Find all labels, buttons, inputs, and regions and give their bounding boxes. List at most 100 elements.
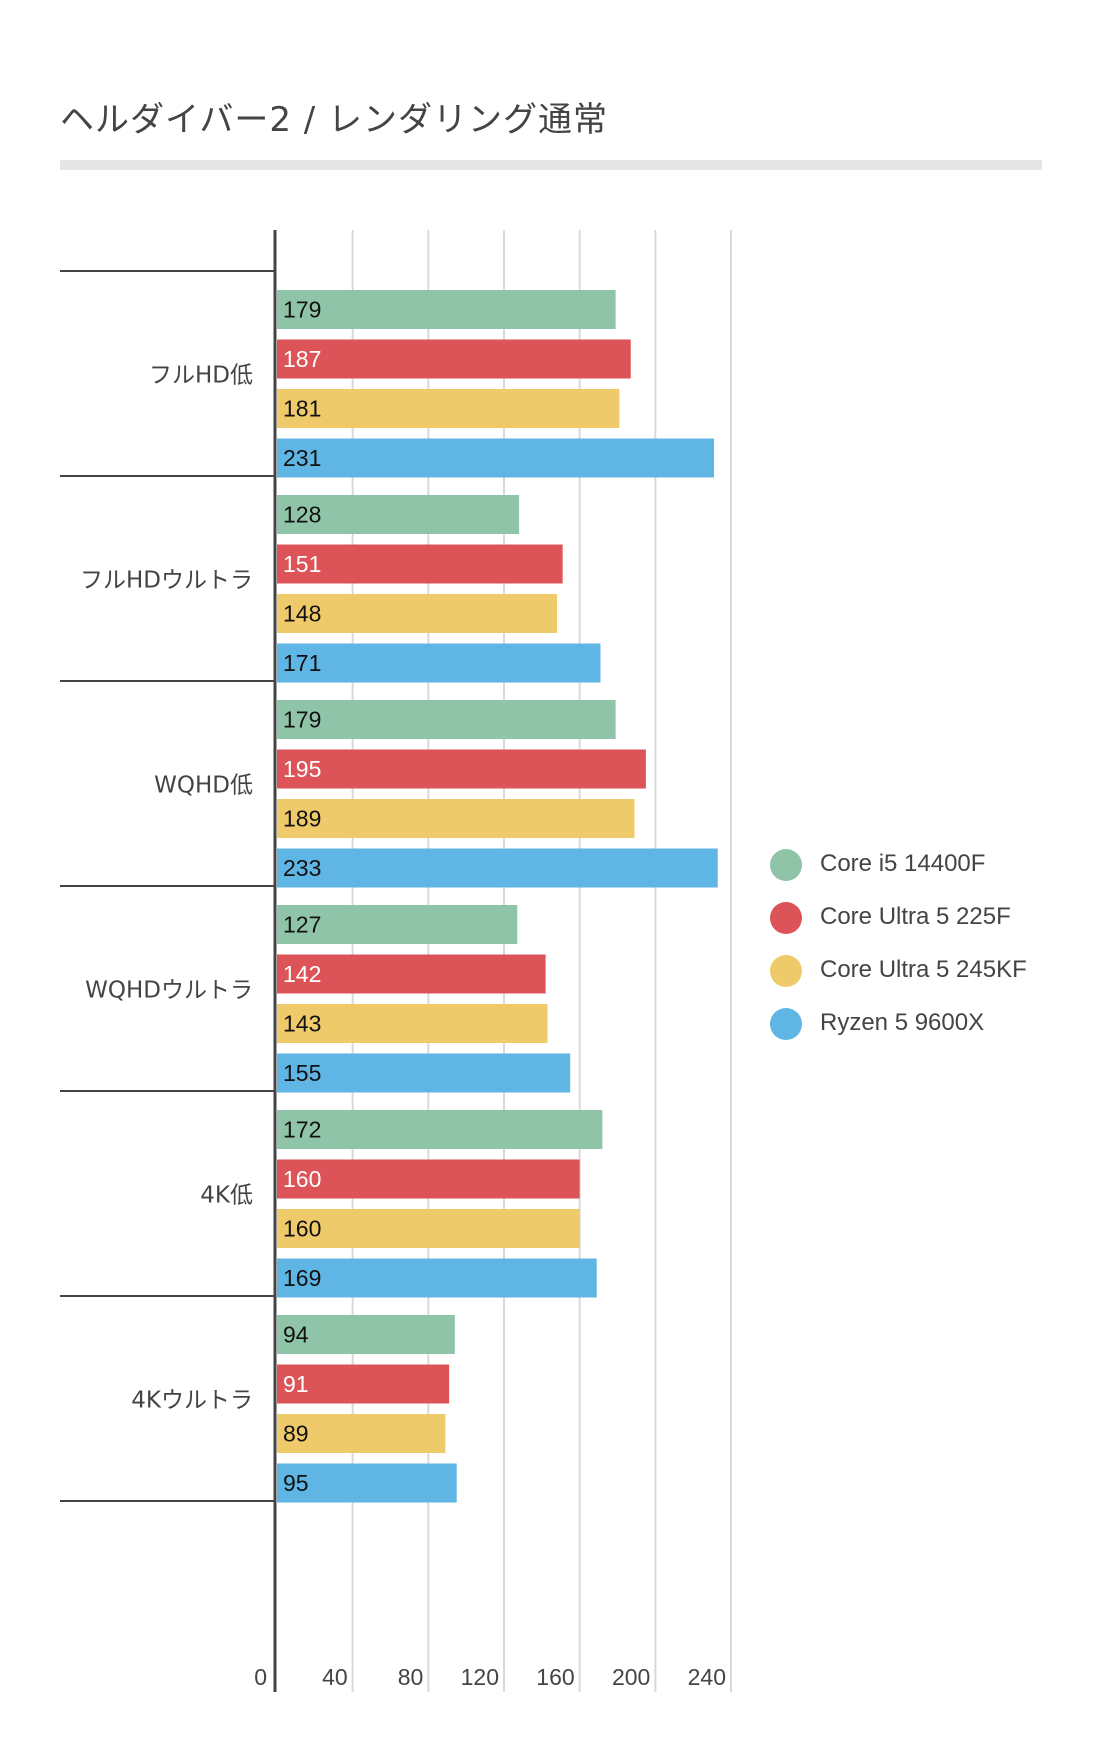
bar-group-core-i5-14400f: 179 — [277, 700, 616, 739]
bar-core-ultra-5-245kf — [277, 594, 557, 633]
bar-value-label: 143 — [283, 1011, 321, 1037]
bar-group-core-ultra-5-225f: 151 — [277, 544, 563, 584]
chart-title: ヘルダイバー2 / レンダリング通常 — [60, 100, 609, 140]
title-divider — [60, 160, 1042, 170]
legend-item-ryzen-5-9600x: Ryzen 5 9600X — [770, 1007, 1040, 1040]
bar-value-label: 189 — [283, 806, 321, 832]
bar-group-core-ultra-5-225f: 91 — [277, 1364, 450, 1404]
bar-value-label: 160 — [283, 1216, 321, 1242]
legend-label: Core Ultra 5 225F — [820, 903, 1011, 930]
x-tick-label-120: 120 — [461, 1664, 499, 1690]
bar-group-ryzen-5-9600x: 231 — [277, 438, 714, 478]
category-label: 4K低 — [200, 1183, 253, 1209]
bar-ryzen-5-9600x — [277, 1053, 571, 1093]
bar-group-core-i5-14400f: 179 — [277, 290, 616, 329]
bar-core-ultra-5-225f — [277, 544, 563, 584]
bar-group-ryzen-5-9600x: 95 — [277, 1463, 457, 1503]
bar-core-i5-14400f — [277, 495, 520, 534]
bar-value-label: 160 — [283, 1166, 321, 1192]
category-label: フルHDウルトラ — [80, 568, 253, 594]
bar-group-core-ultra-5-225f: 142 — [277, 954, 546, 994]
bar-group-core-ultra-5-225f: 187 — [277, 339, 631, 379]
category-label: WQHD低 — [154, 773, 253, 799]
bar-group-core-ultra-5-245kf: 181 — [277, 389, 620, 428]
bar-group-core-ultra-5-245kf: 89 — [277, 1414, 446, 1453]
category-separators — [60, 270, 275, 1502]
bar-core-ultra-5-225f — [277, 1159, 580, 1199]
bar-group-core-ultra-5-225f: 195 — [277, 749, 646, 789]
bar-value-label: 179 — [283, 297, 321, 323]
bar-value-label: 155 — [283, 1060, 321, 1086]
legend: Core i5 14400F Core Ultra 5 225F Core Ul… — [770, 848, 1040, 1060]
bar-value-label: 171 — [283, 650, 321, 676]
bar-group-core-ultra-5-245kf: 160 — [277, 1209, 580, 1248]
bar-group-ryzen-5-9600x: 171 — [277, 643, 601, 683]
bar-core-i5-14400f — [277, 1315, 455, 1354]
bar-core-i5-14400f — [277, 905, 518, 944]
bar-ryzen-5-9600x — [277, 643, 601, 683]
bar-core-ultra-5-245kf — [277, 1414, 446, 1453]
bar-value-label: 231 — [283, 445, 321, 471]
bar-core-ultra-5-245kf — [277, 1209, 580, 1248]
bar-ryzen-5-9600x — [277, 848, 718, 888]
bar-core-i5-14400f — [277, 290, 616, 329]
bar-value-label: 179 — [283, 707, 321, 733]
bar-group-core-ultra-5-245kf: 189 — [277, 799, 635, 838]
category-label: フルHD低 — [149, 363, 253, 389]
bar-core-ultra-5-245kf — [277, 1004, 548, 1043]
bar-value-label: 151 — [283, 551, 321, 577]
bar-group-core-ultra-5-245kf: 143 — [277, 1004, 548, 1043]
legend-item-core-ultra-5-245kf: Core Ultra 5 245KF — [770, 954, 1040, 987]
x-tick-label-80: 80 — [398, 1664, 424, 1690]
legend-label: Ryzen 5 9600X — [820, 1009, 985, 1036]
bar-value-label: 181 — [283, 396, 321, 422]
bar-group-core-i5-14400f: 172 — [277, 1110, 603, 1149]
bar-group-ryzen-5-9600x: 169 — [277, 1258, 597, 1298]
bar-group-core-ultra-5-225f: 160 — [277, 1159, 580, 1199]
bar-core-i5-14400f — [277, 1110, 603, 1149]
bar-core-ultra-5-225f — [277, 1364, 450, 1404]
bar-group-ryzen-5-9600x: 233 — [277, 848, 718, 888]
bar-value-label: 94 — [283, 1322, 309, 1348]
bar-ryzen-5-9600x — [277, 1258, 597, 1298]
legend-dot-icon — [770, 1008, 802, 1040]
bar-value-label: 233 — [283, 855, 321, 881]
legend-item-core-i5-14400f: Core i5 14400F — [770, 848, 1040, 881]
legend-label: Core i5 14400F — [820, 850, 986, 877]
legend-label: Core Ultra 5 245KF — [820, 956, 1027, 983]
bar-ryzen-5-9600x — [277, 438, 714, 478]
bar-value-label: 148 — [283, 601, 321, 627]
bar-value-label: 195 — [283, 756, 321, 782]
bar-core-ultra-5-245kf — [277, 389, 620, 428]
bar-core-ultra-5-245kf — [277, 799, 635, 838]
bar-group-core-i5-14400f: 127 — [277, 905, 518, 944]
bar-group-core-ultra-5-245kf: 148 — [277, 594, 557, 633]
bar-core-ultra-5-225f — [277, 749, 646, 789]
bar-value-label: 89 — [283, 1421, 309, 1447]
bar-value-label: 91 — [283, 1371, 309, 1397]
category-label: 4Kウルトラ — [131, 1388, 253, 1414]
legend-item-core-ultra-5-225f: Core Ultra 5 225F — [770, 901, 1040, 934]
legend-dot-icon — [770, 955, 802, 987]
bar-value-label: 128 — [283, 502, 321, 528]
legend-dot-icon — [770, 849, 802, 881]
bar-value-label: 127 — [283, 912, 321, 938]
x-tick-label-40: 40 — [322, 1664, 348, 1690]
legend-dot-icon — [770, 902, 802, 934]
bar-value-label: 142 — [283, 961, 321, 987]
bar-core-ultra-5-225f — [277, 954, 546, 994]
bar-value-label: 187 — [283, 346, 321, 372]
bar-core-ultra-5-225f — [277, 339, 631, 379]
x-tick-label-240: 240 — [688, 1664, 726, 1690]
bar-core-i5-14400f — [277, 700, 616, 739]
category-label: WQHDウルトラ — [85, 978, 253, 1004]
x-tick-labels: 0 40 80 120 160 200 240 — [254, 1664, 726, 1690]
bars: 179 187 181 231 128 151 148 171 179 195 189 233 127 1… — [277, 290, 718, 1503]
x-tick-label-200: 200 — [612, 1664, 650, 1690]
bar-value-label: 172 — [283, 1117, 321, 1143]
x-tick-label-160: 160 — [536, 1664, 574, 1690]
bar-group-ryzen-5-9600x: 155 — [277, 1053, 571, 1093]
bar-ryzen-5-9600x — [277, 1463, 457, 1503]
